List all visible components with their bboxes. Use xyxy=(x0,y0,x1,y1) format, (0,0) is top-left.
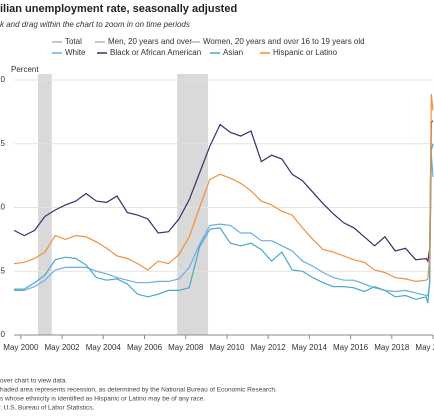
series-line xyxy=(13,120,434,263)
legend-label[interactable]: Black or African American xyxy=(110,48,201,57)
legend-label[interactable]: Hispanic or Latino xyxy=(273,48,338,57)
y-axis-label: Percent xyxy=(11,65,39,74)
legend-label[interactable]: 16 to 19 years old xyxy=(301,37,365,46)
x-tick-label: May 2012 xyxy=(251,343,287,352)
x-tick-label: May 2000 xyxy=(3,343,39,352)
legend-label[interactable]: Women, 20 years and over xyxy=(203,37,299,46)
legend-label[interactable]: Men, 20 years and over xyxy=(108,37,192,46)
series-line xyxy=(13,93,434,283)
y-tick-label: 20 xyxy=(0,75,6,84)
x-tick-label: May 2004 xyxy=(86,343,122,352)
y-tick-label: 10 xyxy=(0,203,6,212)
footnote: s whose ethnicity is identified as Hispa… xyxy=(0,396,205,403)
x-tick-label: May 2020 xyxy=(415,343,434,352)
chart-title: ilian unemployment rate, seasonally adju… xyxy=(0,3,237,15)
x-tick-label: May 2006 xyxy=(127,343,163,352)
x-tick-label: May 2018 xyxy=(374,343,410,352)
footnote: : U.S. Bureau of Labor Statistics. xyxy=(0,405,94,412)
x-tick-label: May 2010 xyxy=(209,343,245,352)
x-tick-label: May 2008 xyxy=(168,343,204,352)
x-tick-label: May 2016 xyxy=(333,343,369,352)
y-tick-label: 0 xyxy=(1,330,6,339)
recession-band xyxy=(38,74,52,335)
x-tick-label: May 2014 xyxy=(292,343,328,352)
y-tick-label: 15 xyxy=(0,139,6,148)
legend-label[interactable]: Total xyxy=(65,37,82,46)
footnote: over chart to view data. xyxy=(0,378,67,385)
chart-subtitle: k and drag within the chart to zoom in o… xyxy=(0,20,190,29)
series-line xyxy=(14,143,434,304)
footnote: haded area represents recession, as dete… xyxy=(0,387,277,394)
recession-band xyxy=(177,74,209,335)
legend-label[interactable]: White xyxy=(65,48,86,57)
x-tick-label: May 2002 xyxy=(45,343,81,352)
legend-label[interactable]: Asian xyxy=(223,48,243,57)
y-tick-label: 5 xyxy=(1,266,6,275)
